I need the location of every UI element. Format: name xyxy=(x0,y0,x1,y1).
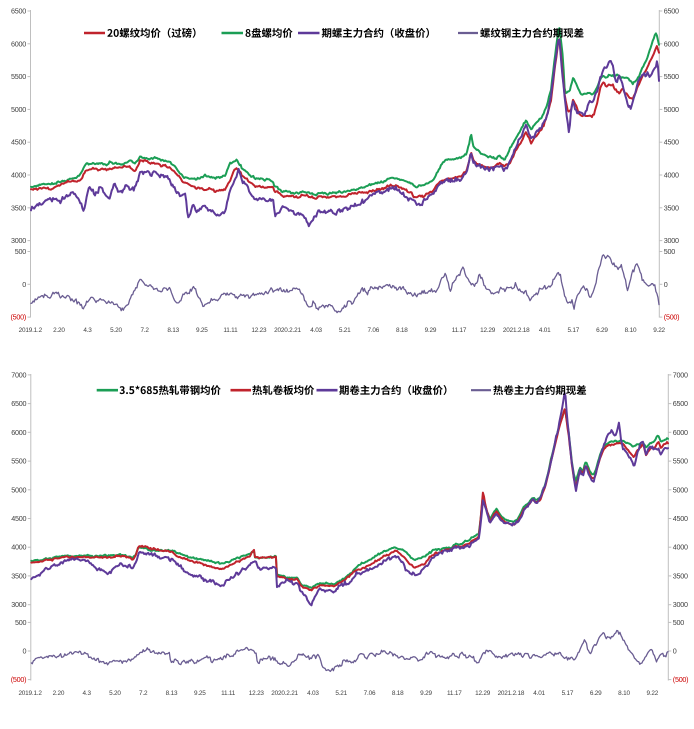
svg-text:2.20: 2.20 xyxy=(53,690,65,697)
svg-text:4.3: 4.3 xyxy=(83,690,92,697)
svg-text:9.22: 9.22 xyxy=(653,327,665,334)
svg-text:9.29: 9.29 xyxy=(420,690,432,697)
svg-text:6.29: 6.29 xyxy=(590,690,602,697)
svg-text:12.29: 12.29 xyxy=(475,690,491,697)
svg-text:2019.1.2: 2019.1.2 xyxy=(19,327,43,334)
svg-text:5.17: 5.17 xyxy=(562,690,574,697)
svg-text:9.22: 9.22 xyxy=(646,690,658,697)
svg-text:5500: 5500 xyxy=(664,72,679,81)
svg-text:0: 0 xyxy=(22,280,26,289)
svg-text:4000: 4000 xyxy=(664,171,679,180)
svg-text:3000: 3000 xyxy=(11,600,26,609)
svg-text:4500: 4500 xyxy=(673,514,688,523)
svg-text:4.03: 4.03 xyxy=(310,327,322,334)
svg-text:3000: 3000 xyxy=(664,236,679,245)
svg-text:500: 500 xyxy=(664,247,675,256)
svg-text:0: 0 xyxy=(673,647,677,656)
svg-text:5500: 5500 xyxy=(11,72,26,81)
svg-text:9.25: 9.25 xyxy=(196,327,208,334)
svg-text:9.29: 9.29 xyxy=(425,327,437,334)
svg-text:2019.1.2: 2019.1.2 xyxy=(18,690,42,697)
svg-text:8.18: 8.18 xyxy=(392,690,404,697)
svg-text:11.11: 11.11 xyxy=(223,327,238,334)
svg-text:12.23: 12.23 xyxy=(249,690,265,697)
svg-text:6500: 6500 xyxy=(11,399,26,408)
svg-text:2020.2.21: 2020.2.21 xyxy=(271,690,298,697)
svg-text:0: 0 xyxy=(23,647,27,656)
svg-text:3000: 3000 xyxy=(11,236,26,245)
svg-text:6500: 6500 xyxy=(673,399,688,408)
svg-text:9.25: 9.25 xyxy=(194,690,206,697)
svg-text:2.20: 2.20 xyxy=(53,327,65,334)
svg-text:7000: 7000 xyxy=(673,370,688,379)
svg-text:3500: 3500 xyxy=(11,571,26,580)
svg-text:5000: 5000 xyxy=(11,485,26,494)
svg-text:8.13: 8.13 xyxy=(166,690,178,697)
svg-text:(500): (500) xyxy=(673,675,689,684)
svg-text:3000: 3000 xyxy=(673,600,688,609)
svg-text:5000: 5000 xyxy=(673,485,688,494)
svg-text:(500): (500) xyxy=(11,675,27,684)
svg-text:8.13: 8.13 xyxy=(167,327,179,334)
svg-text:5500: 5500 xyxy=(673,457,688,466)
svg-text:4500: 4500 xyxy=(11,514,26,523)
svg-text:2021.2.18: 2021.2.18 xyxy=(498,690,525,697)
svg-text:6.29: 6.29 xyxy=(596,327,608,334)
svg-text:11.17: 11.17 xyxy=(452,327,467,334)
svg-text:7.2: 7.2 xyxy=(140,327,149,334)
svg-text:5.17: 5.17 xyxy=(567,327,579,334)
svg-text:5.20: 5.20 xyxy=(109,690,121,697)
svg-text:5.20: 5.20 xyxy=(110,327,122,334)
svg-text:6500: 6500 xyxy=(664,7,679,16)
svg-text:6000: 6000 xyxy=(11,428,26,437)
svg-text:4500: 4500 xyxy=(664,138,679,147)
svg-text:6000: 6000 xyxy=(11,39,26,48)
svg-text:8.18: 8.18 xyxy=(396,327,408,334)
svg-text:11.11: 11.11 xyxy=(221,690,236,697)
svg-text:500: 500 xyxy=(15,618,26,627)
svg-text:4.01: 4.01 xyxy=(539,327,551,334)
svg-text:4500: 4500 xyxy=(11,138,26,147)
svg-text:7000: 7000 xyxy=(11,370,26,379)
svg-text:5000: 5000 xyxy=(11,105,26,114)
svg-text:8.10: 8.10 xyxy=(618,690,630,697)
svg-text:6500: 6500 xyxy=(11,7,26,16)
svg-text:5000: 5000 xyxy=(664,105,679,114)
svg-text:4000: 4000 xyxy=(11,171,26,180)
svg-text:5.21: 5.21 xyxy=(335,690,347,697)
svg-text:4.01: 4.01 xyxy=(533,690,545,697)
svg-text:3500: 3500 xyxy=(673,571,688,580)
svg-text:4.3: 4.3 xyxy=(83,327,92,334)
svg-text:4000: 4000 xyxy=(673,543,688,552)
svg-text:500: 500 xyxy=(673,618,684,627)
svg-text:0: 0 xyxy=(664,280,668,289)
svg-text:6000: 6000 xyxy=(664,39,679,48)
svg-text:6000: 6000 xyxy=(673,428,688,437)
svg-text:2020.2.21: 2020.2.21 xyxy=(274,327,301,334)
svg-text:5.21: 5.21 xyxy=(339,327,351,334)
svg-text:(500): (500) xyxy=(10,313,26,322)
svg-text:7.06: 7.06 xyxy=(367,327,379,334)
svg-text:7.2: 7.2 xyxy=(139,690,148,697)
svg-text:5500: 5500 xyxy=(11,457,26,466)
svg-text:(500): (500) xyxy=(664,313,680,322)
svg-text:3500: 3500 xyxy=(11,203,26,212)
svg-text:2021.2.18: 2021.2.18 xyxy=(503,327,530,334)
svg-text:11.17: 11.17 xyxy=(447,690,462,697)
svg-text:12.23: 12.23 xyxy=(251,327,267,334)
svg-text:4000: 4000 xyxy=(11,543,26,552)
svg-text:4.03: 4.03 xyxy=(307,690,319,697)
svg-text:500: 500 xyxy=(15,247,26,256)
svg-text:8.10: 8.10 xyxy=(625,327,637,334)
svg-text:12.29: 12.29 xyxy=(480,327,496,334)
svg-text:3500: 3500 xyxy=(664,203,679,212)
svg-text:7.06: 7.06 xyxy=(364,690,376,697)
